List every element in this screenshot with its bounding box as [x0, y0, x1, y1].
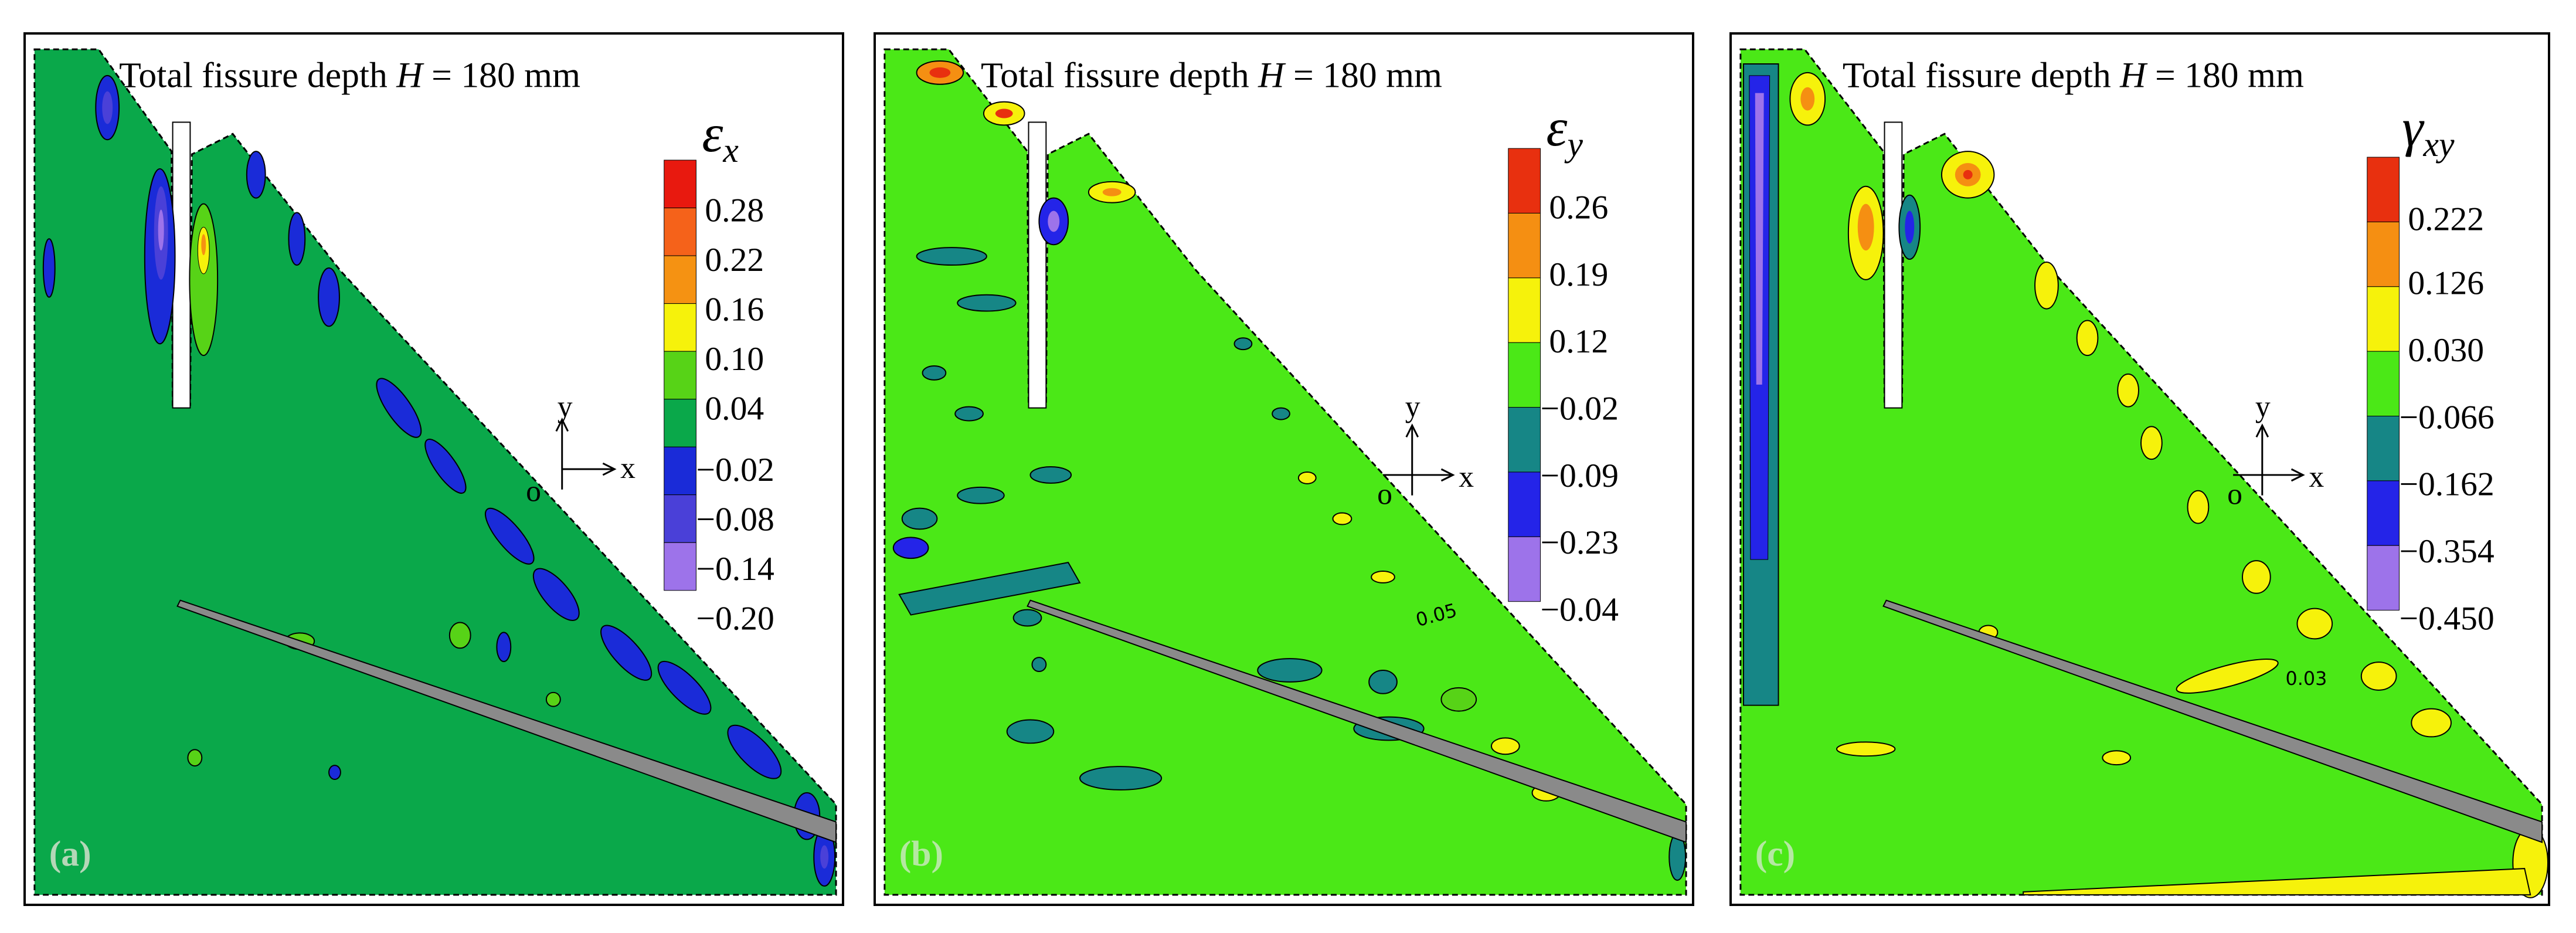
colorbar-symbol-c: γxy [2402, 97, 2455, 164]
panel-label-a: (a) [49, 834, 91, 874]
legend-value-c-4: −0.162 [2399, 466, 2494, 503]
legend-value-a-7: −0.14 [696, 551, 774, 588]
anchor-bar-a [176, 599, 837, 843]
anchor-bar-b [1027, 599, 1687, 843]
panel-label-c: (c) [1755, 834, 1795, 874]
legend-value-c-6: −0.450 [2399, 600, 2494, 637]
colorbar-b [1508, 148, 1541, 602]
legend-value-a-8: −0.20 [696, 600, 774, 637]
panel-label-b: (b) [899, 834, 943, 874]
legend-value-a-5: −0.02 [696, 452, 774, 488]
colorbar-symbol-a: εx [702, 103, 739, 169]
legend-value-c-2: 0.030 [2408, 332, 2484, 369]
legend-value-b-4: −0.09 [1540, 457, 1618, 494]
contour-patches-a [42, 74, 836, 887]
panel-a: y x o Total fissure depth H = 180 mm εx … [23, 32, 844, 906]
slope-body-b [883, 48, 1687, 896]
panel-title-b: Total fissure depth H = 180 mm [981, 56, 1442, 96]
contour-label-c: 0.03 [2286, 667, 2327, 690]
axis-symbol-a [555, 418, 617, 490]
anchor-bar-c [1882, 599, 2543, 843]
contour-plot-b: 0.05 y x o Total fissure depth H = 180 m… [883, 48, 1687, 896]
legend-value-b-2: 0.12 [1549, 323, 1608, 360]
legend-value-a-6: −0.08 [696, 501, 774, 538]
colorbar-c [2367, 157, 2400, 611]
legend-value-a-2: 0.16 [705, 291, 764, 328]
axis-x-label-a: x [620, 452, 635, 485]
legend-value-c-1: 0.126 [2408, 265, 2484, 302]
fissure-slot-c [1884, 121, 1903, 409]
axis-o-label-a: o [526, 475, 541, 508]
axis-y-label-b: y [1405, 391, 1420, 424]
legend-value-c-3: −0.066 [2399, 399, 2494, 436]
legend-value-c-0: 0.222 [2408, 201, 2484, 238]
axis-y-label-c: y [2255, 391, 2271, 424]
fissure-slot-b [1028, 121, 1047, 409]
contour-plot-a: y x o Total fissure depth H = 180 mm εx … [33, 48, 837, 896]
legend-value-b-6: −0.04 [1540, 592, 1618, 629]
axis-symbol-c [2233, 423, 2305, 496]
panel-b: 0.05 y x o Total fissure depth H = 180 m… [874, 32, 1694, 906]
legend-value-b-3: −0.02 [1540, 390, 1618, 427]
contour-patches-c [1742, 63, 2548, 898]
legend-value-c-5: −0.354 [2399, 533, 2494, 570]
legend-value-b-5: −0.23 [1540, 524, 1618, 561]
slope-body-a [33, 48, 837, 896]
axis-symbol-b [1383, 423, 1455, 496]
legend-value-b-1: 0.19 [1549, 256, 1608, 293]
legend-value-a-1: 0.22 [705, 242, 764, 279]
panel-c: 0.03 y x o Total fissure depth H = 180 m… [1729, 32, 2550, 906]
colorbar-symbol-b: εy [1546, 97, 1583, 164]
panel-title-c: Total fissure depth H = 180 mm [1843, 56, 2304, 96]
contour-plot-c: 0.03 y x o Total fissure depth H = 180 m… [1739, 48, 2548, 898]
legend-value-a-4: 0.04 [705, 390, 764, 427]
axis-o-label-c: o [2227, 478, 2242, 511]
panel-title-a: Total fissure depth H = 180 mm [119, 56, 580, 96]
axis-y-label-a: y [558, 391, 573, 424]
axis-x-label-b: x [1459, 460, 1474, 494]
legend-value-a-0: 0.28 [705, 192, 764, 229]
axis-o-label-b: o [1377, 478, 1392, 511]
legend-value-b-0: 0.26 [1549, 189, 1608, 226]
slope-body-c [1739, 48, 2543, 896]
legend-value-a-3: 0.10 [705, 341, 764, 378]
axis-x-label-c: x [2309, 460, 2324, 494]
colorbar-a [664, 160, 696, 591]
